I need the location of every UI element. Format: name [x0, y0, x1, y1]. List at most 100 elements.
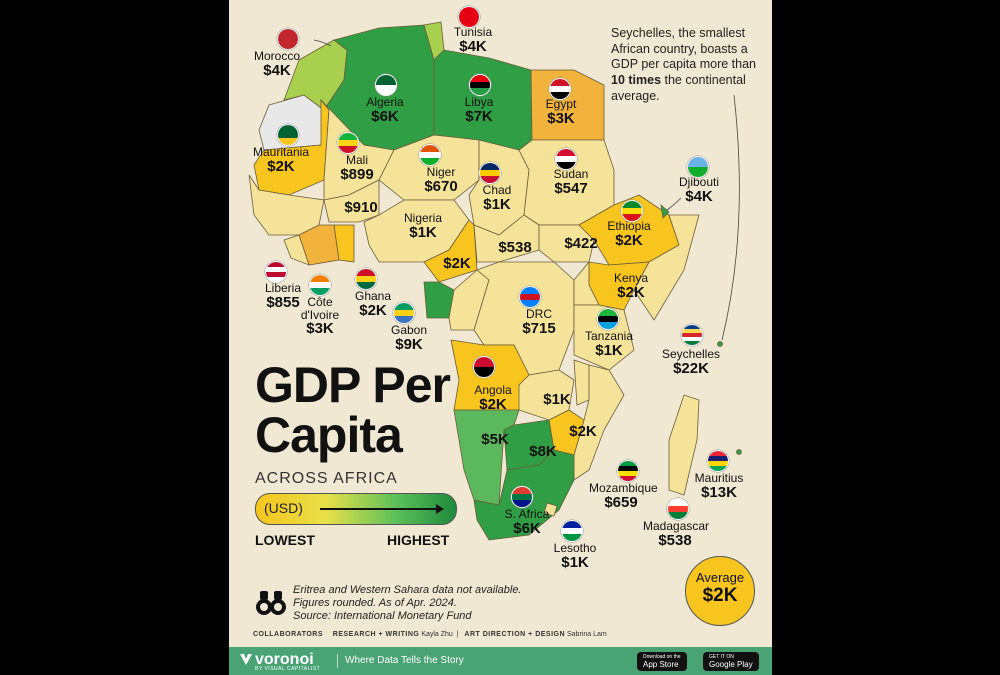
- country-name: Libya: [464, 95, 494, 109]
- region-uganda: [573, 260, 600, 306]
- country-name: Madagascar: [643, 519, 710, 533]
- ghana-flag-icon: [355, 268, 377, 290]
- country-gdp-value: $13K: [701, 483, 737, 501]
- madagascar-flag-icon: [667, 498, 689, 520]
- morocco-flag-icon: [277, 28, 299, 50]
- note-line: Eritrea and Western Sahara data not avai…: [293, 584, 522, 596]
- ethiopia-flag-icon: [621, 200, 643, 222]
- country-gdp-value: $1K: [595, 341, 623, 359]
- region-zambia: [518, 369, 575, 421]
- country-label-tunisia: Tunisia $4K: [441, 26, 505, 54]
- collaborators: COLLABORATORS RESEARCH + WRITING Kayla Z…: [253, 631, 607, 638]
- region-liberia: [283, 234, 310, 266]
- country-gdp-value: $422: [564, 235, 598, 252]
- country-name: S. Africa: [504, 507, 550, 521]
- country-label-zimbabwe: $2K: [551, 424, 615, 440]
- country-label-zambia: $1K: [525, 392, 589, 408]
- country-label-liberia: Liberia $855: [251, 282, 315, 310]
- drc-flag-icon: [519, 286, 541, 308]
- country-name: Lesotho: [553, 541, 597, 555]
- country-label-niger: Niger $670: [409, 166, 473, 194]
- google-play-button[interactable]: GET IT ON Google Play: [703, 652, 759, 671]
- infographic-poster: Seychelles, the smallest African country…: [229, 0, 772, 675]
- country-name: Tunisia: [453, 25, 493, 39]
- country-name: Egypt: [545, 97, 577, 111]
- country-label-seychelles: Seychelles $22K: [659, 348, 723, 376]
- morocco-pointer: [313, 39, 332, 47]
- app-store-button[interactable]: Download on the App Store: [637, 652, 687, 671]
- country-name: Mali: [345, 153, 368, 167]
- country-gdp-value: $2K: [479, 395, 507, 413]
- region-gabon: [423, 281, 455, 319]
- country-label-nigeria: Nigeria $1K: [391, 212, 455, 240]
- country-label-chad: Chad $1K: [465, 184, 529, 212]
- safrica-flag-icon: [511, 486, 533, 508]
- country-gdp-value: $1K: [409, 223, 437, 241]
- country-gdp-value: $2K: [615, 231, 643, 249]
- title-block: GDP Per Capita ACROSS AFRICA: [255, 360, 451, 488]
- country-gdp-value: $22K: [673, 359, 709, 377]
- country-label-cotedivoire: Côte d'Ivoire $3K: [295, 296, 345, 337]
- country-name: DRC: [526, 307, 552, 321]
- country-name: Ghana: [354, 289, 392, 303]
- country-gdp-value: $2K: [443, 255, 471, 272]
- tunisia-flag-icon: [458, 6, 480, 28]
- country-name: Djibouti: [678, 175, 720, 189]
- country-gdp-value: $899: [340, 165, 374, 183]
- brand-name: voronoi: [255, 651, 314, 668]
- voronoi-logo-icon: [240, 654, 252, 665]
- country-gdp-value: $538: [658, 531, 692, 549]
- mauritania-flag-icon: [277, 124, 299, 146]
- country-label-tanzania: Tanzania $1K: [577, 330, 641, 358]
- legend-unit: (USD): [264, 500, 303, 516]
- tanzania-flag-icon: [597, 308, 619, 330]
- country-name: Ethiopia: [607, 219, 651, 233]
- algeria-flag-icon: [375, 74, 397, 96]
- country-gdp-value: $547: [554, 179, 588, 197]
- djibouti-pointer: [666, 197, 682, 211]
- country-gdp-value: $2K: [359, 301, 387, 319]
- country-name: Nigeria: [403, 211, 442, 225]
- country-gdp-value: $2K: [569, 423, 597, 440]
- niger-flag-icon: [419, 144, 441, 166]
- average-label: Average: [695, 570, 745, 585]
- region-somalia: [633, 214, 700, 321]
- liberia-flag-icon: [265, 261, 287, 283]
- cotedivoire-flag-icon: [309, 274, 331, 296]
- country-gdp-value: $855: [266, 293, 300, 311]
- page-subtitle: ACROSS AFRICA: [255, 470, 398, 487]
- country-label-sudan: Sudan $547: [539, 168, 603, 196]
- country-name: Chad: [482, 183, 512, 197]
- footnotes: Eritrea and Western Sahara data not avai…: [293, 584, 522, 624]
- country-name: Niger: [426, 165, 456, 179]
- region-lesotho: [543, 502, 558, 517]
- country-label-egypt: Egypt $3K: [529, 98, 593, 126]
- country-name: Angola: [474, 383, 512, 397]
- legend-arrow-icon: [320, 504, 444, 514]
- country-name: Algeria: [366, 95, 404, 109]
- country-label-mozambique: Mozambique $659: [589, 482, 658, 510]
- binoculars-icon: [256, 591, 286, 615]
- mauritius-flag-icon: [707, 450, 729, 472]
- lesotho-flag-icon: [561, 520, 583, 542]
- djibouti-flag-icon: [687, 156, 709, 178]
- region-djibouti: [660, 203, 670, 219]
- footer-divider: [337, 654, 338, 668]
- legend-high-label: HIGHEST: [387, 532, 450, 548]
- note-line: Source: International Monetary Fund: [293, 610, 472, 623]
- region-seychelles: [717, 341, 723, 347]
- region-tanzania: [573, 304, 635, 371]
- legend-color-scale: (USD): [255, 493, 457, 525]
- region-ghana: [333, 224, 355, 263]
- seychelles-flag-icon: [681, 324, 703, 346]
- mali-flag-icon: [337, 132, 359, 154]
- average-value: $2K: [702, 585, 738, 606]
- country-gdp-value: $2K: [267, 157, 295, 175]
- country-label-botswana: $8K: [511, 444, 575, 460]
- country-label-cameroon: $2K: [425, 256, 489, 272]
- country-gdp-value: $715: [522, 319, 556, 337]
- country-gdp-value: $670: [424, 177, 458, 195]
- country-label-drc: DRC $715: [507, 308, 571, 336]
- country-name: Mauritania: [252, 145, 310, 159]
- country-gdp-value: $8K: [529, 443, 557, 460]
